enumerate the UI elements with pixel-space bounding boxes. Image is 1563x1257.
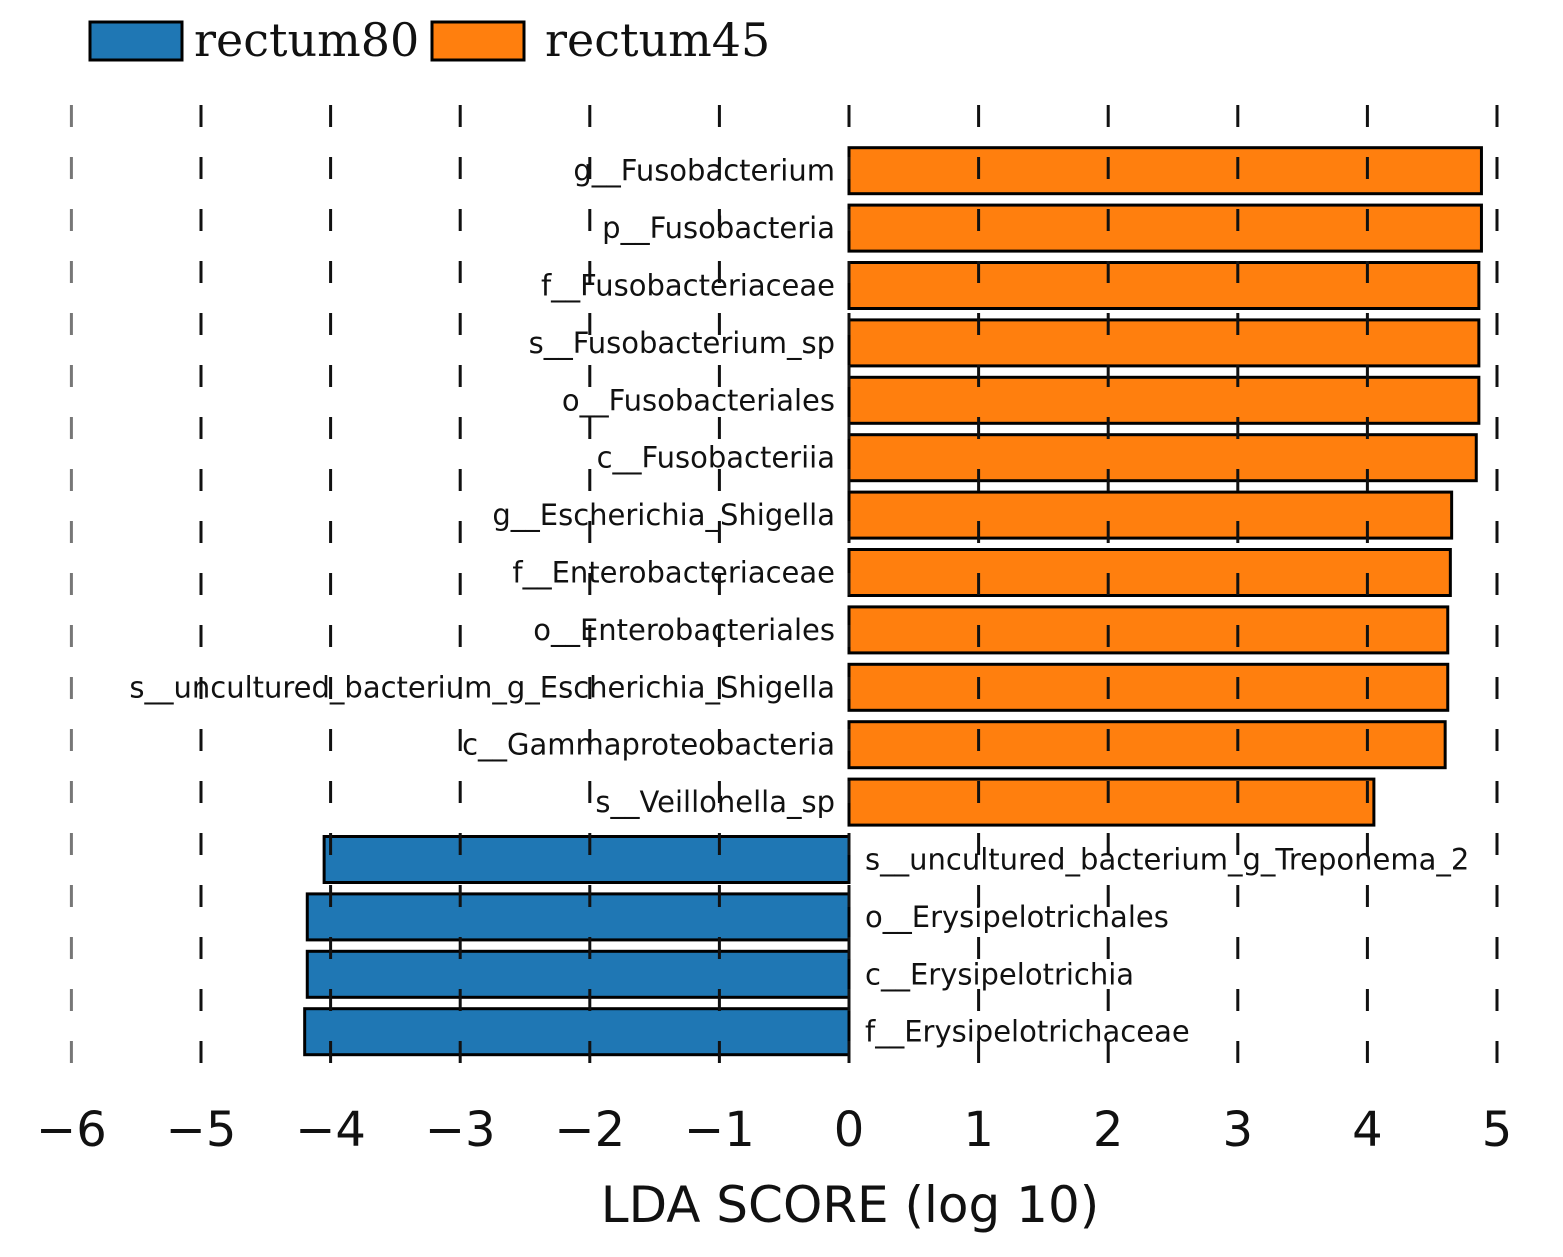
bar-o__Enterobacteriales <box>847 605 1450 655</box>
legend-swatch-rectum45 <box>430 20 526 62</box>
legend-label-rectum45: rectum45 <box>545 13 770 67</box>
bar-s__Veillonella_sp <box>847 777 1376 827</box>
bar-label: c__Gammaproteobacteria <box>462 728 835 762</box>
x-tick-label: −2 <box>554 1102 625 1158</box>
bar-label: f__Fusobacteriaceae <box>541 269 835 303</box>
x-axis-ticks: −6 −5 −4 −3 −2 −1 0 1 2 3 4 5 <box>36 1102 1512 1158</box>
bar-label: o__Fusobacteriales <box>562 383 835 417</box>
bar-g__Fusobacterium <box>847 146 1483 196</box>
bar-f__Erysipelotrichaceae <box>303 1007 851 1057</box>
x-tick-label: 0 <box>834 1102 865 1158</box>
bar-label: g__Escherichia_Shigella <box>492 498 835 532</box>
bar-f__Fusobacteriaceae <box>847 261 1481 310</box>
legend: rectum80 rectum45 <box>88 13 770 67</box>
bar-c__Fusobacteriia <box>847 433 1478 483</box>
x-tick-label: −4 <box>295 1102 366 1158</box>
bar-g__Escherichia_Shigella <box>847 490 1454 540</box>
x-tick-label: 3 <box>1223 1102 1254 1158</box>
bar-label: s__Fusobacterium_sp <box>529 326 835 360</box>
bar-f__Enterobacteriaceae <box>847 548 1452 597</box>
bar-label: c__Fusobacteriia <box>597 441 835 475</box>
bar-label: g__Fusobacterium <box>573 154 835 188</box>
x-axis-title: LDA SCORE (log 10) <box>601 1176 1100 1234</box>
legend-swatch-rectum80 <box>88 20 184 62</box>
bar-label: o__Erysipelotrichales <box>865 900 1169 934</box>
bar-label: s__Veillonella_sp <box>595 785 835 819</box>
bars-layer <box>303 146 1483 1057</box>
bar-c__Erysipelotrichia <box>305 949 851 999</box>
x-tick-label: 5 <box>1482 1102 1513 1158</box>
bar-label: f__Enterobacteriaceae <box>512 556 835 590</box>
x-tick-label: 1 <box>963 1102 994 1158</box>
bar-p__Fusobacteria <box>847 203 1483 253</box>
bar-label: o__Enterobacteriales <box>533 613 835 647</box>
bar-s__Fusobacterium_sp <box>847 318 1481 368</box>
x-tick-label: 2 <box>1093 1102 1124 1158</box>
bar-label: p__Fusobacteria <box>602 211 835 245</box>
bar-c__Gammaproteobacteria <box>847 720 1447 770</box>
x-tick-label: 4 <box>1352 1102 1383 1158</box>
bar-o__Erysipelotrichales <box>305 892 851 942</box>
x-tick-label: −5 <box>166 1102 237 1158</box>
bar-label: c__Erysipelotrichia <box>865 957 1134 991</box>
legend-label-rectum80: rectum80 <box>194 13 419 67</box>
x-tick-label: −1 <box>684 1102 755 1158</box>
bar-o__Fusobacteriales <box>847 375 1481 425</box>
bar-label: s__uncultured_bacterium_g_Escherichia_Sh… <box>129 670 835 704</box>
bar-s__uncultured_bacterium_g_Treponema_2 <box>322 835 851 884</box>
x-tick-label: −6 <box>36 1102 107 1158</box>
bar-labels-layer: g__Fusobacterium p__Fusobacteria f__Fusoba… <box>129 154 1469 1049</box>
bar-label: s__uncultured_bacterium_g_Treponema_2 <box>865 843 1469 877</box>
grid-layer <box>69 105 1499 1085</box>
bar-s__uncultured_bacterium_g_Escherichia_Shigella <box>847 662 1450 712</box>
bar-label: f__Erysipelotrichaceae <box>865 1015 1190 1049</box>
x-tick-label: −3 <box>425 1102 496 1158</box>
